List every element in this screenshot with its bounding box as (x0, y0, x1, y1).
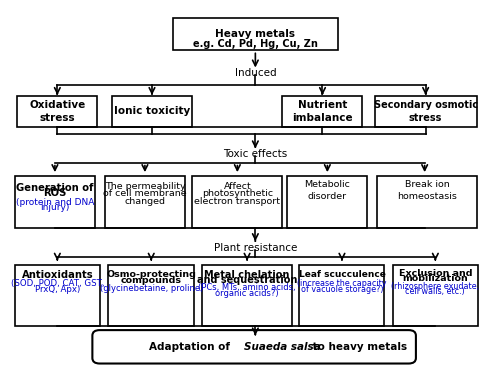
FancyBboxPatch shape (17, 96, 97, 127)
FancyBboxPatch shape (202, 265, 292, 326)
FancyBboxPatch shape (172, 18, 338, 51)
Text: (SOD, POD, CAT, GST,: (SOD, POD, CAT, GST, (10, 280, 104, 288)
Text: Toxic effects: Toxic effects (223, 149, 288, 158)
Text: Oxidative
stress: Oxidative stress (29, 100, 86, 123)
Text: PrxQ, Apx): PrxQ, Apx) (34, 285, 80, 294)
Text: mobilization: mobilization (402, 274, 468, 283)
Text: (increase the capacity: (increase the capacity (297, 279, 386, 288)
Text: of cell membrane: of cell membrane (103, 189, 186, 198)
FancyBboxPatch shape (374, 96, 476, 127)
Text: injury): injury) (40, 203, 70, 212)
FancyBboxPatch shape (192, 176, 282, 228)
Text: compounds: compounds (120, 276, 182, 285)
Text: Break ion
homeostasis: Break ion homeostasis (397, 179, 457, 201)
Text: e.g. Cd, Pd, Hg, Cu, Zn: e.g. Cd, Pd, Hg, Cu, Zn (193, 39, 318, 49)
FancyBboxPatch shape (92, 330, 416, 363)
Text: Osmo-protecting: Osmo-protecting (106, 270, 196, 279)
FancyBboxPatch shape (14, 265, 100, 326)
Text: (PCs, MTs, amino acids,: (PCs, MTs, amino acids, (198, 283, 296, 292)
Text: Metal chelation: Metal chelation (204, 269, 290, 280)
Text: Nutrient
imbalance: Nutrient imbalance (292, 100, 353, 123)
Text: and sequestration: and sequestration (197, 275, 298, 285)
Text: Induced: Induced (234, 68, 276, 78)
Text: Generation of: Generation of (16, 183, 94, 193)
Text: photosynthetic: photosynthetic (202, 189, 273, 198)
Text: of vacuole storage?): of vacuole storage?) (300, 284, 383, 294)
Text: Suaeda salsa: Suaeda salsa (244, 342, 320, 352)
Text: Secondary osmotic
stress: Secondary osmotic stress (374, 100, 478, 123)
Text: (rhizosphere exudate,: (rhizosphere exudate, (392, 282, 480, 291)
Text: Leaf scucculence: Leaf scucculence (298, 270, 386, 279)
Text: The permeability: The permeability (104, 182, 185, 191)
Text: Affect: Affect (224, 182, 251, 191)
Text: cell walls, etc.): cell walls, etc.) (406, 287, 465, 296)
Text: organic acids?): organic acids?) (216, 288, 279, 298)
FancyBboxPatch shape (104, 176, 185, 228)
FancyBboxPatch shape (108, 265, 194, 326)
FancyBboxPatch shape (14, 176, 95, 228)
Text: (protein and DNA: (protein and DNA (16, 198, 94, 207)
Text: (glycinebetaine, proline): (glycinebetaine, proline) (100, 284, 203, 293)
Text: to heavy metals: to heavy metals (309, 342, 407, 352)
Text: Antioxidants: Antioxidants (22, 269, 93, 280)
Text: changed: changed (124, 197, 166, 206)
FancyBboxPatch shape (392, 265, 478, 326)
Text: electron transport: electron transport (194, 197, 280, 206)
FancyBboxPatch shape (282, 96, 362, 127)
Text: Adaptation of: Adaptation of (150, 342, 234, 352)
Text: Metabolic
disorder: Metabolic disorder (304, 179, 350, 201)
Text: ROS: ROS (43, 188, 66, 198)
Text: Heavy metals: Heavy metals (216, 29, 296, 39)
FancyBboxPatch shape (112, 96, 192, 127)
FancyBboxPatch shape (299, 265, 384, 326)
Text: Exclusion and: Exclusion and (398, 269, 472, 277)
FancyBboxPatch shape (377, 176, 476, 228)
Text: Ionic toxicity: Ionic toxicity (114, 107, 190, 116)
Text: Plant resistance: Plant resistance (214, 243, 297, 253)
FancyBboxPatch shape (287, 176, 368, 228)
